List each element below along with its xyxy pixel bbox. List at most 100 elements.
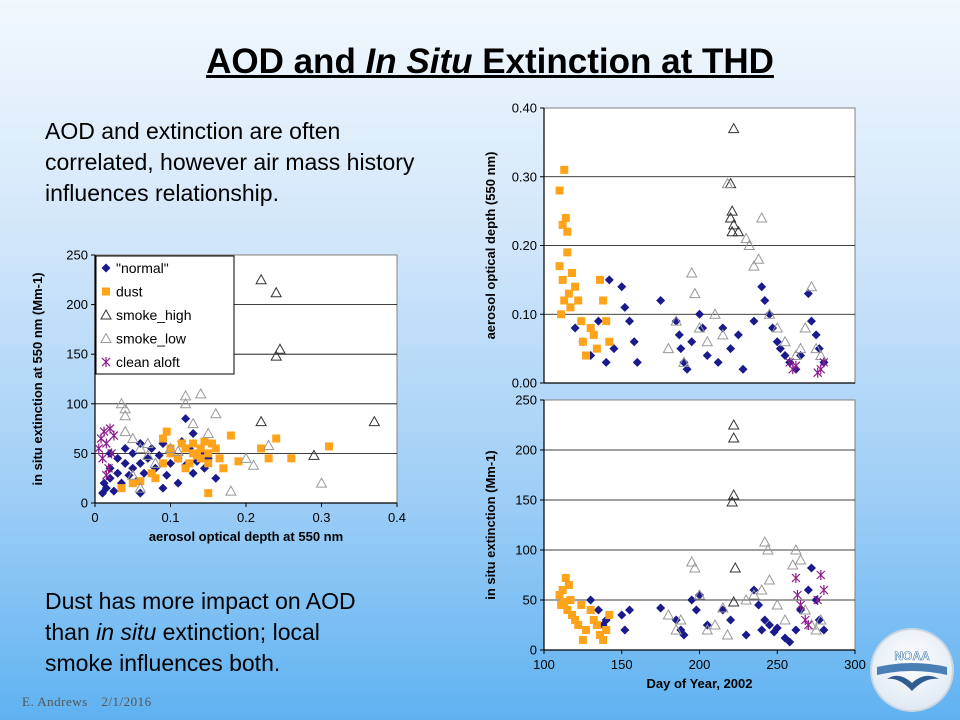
data-point-dust [128, 479, 137, 488]
data-point-smoke-low [202, 427, 215, 439]
data-point-smoke-low [763, 308, 776, 319]
data-point-clean-aloft [813, 367, 823, 378]
data-point-dust [589, 616, 598, 624]
data-point-dust [586, 606, 595, 614]
title-italic: In Situ [365, 42, 473, 81]
data-point-normal [162, 470, 172, 480]
x-tick-label: 0.1 [161, 510, 179, 525]
data-point-smoke-low [709, 308, 721, 319]
data-point-normal [754, 600, 764, 610]
data-point-smoke-low [164, 442, 177, 453]
legend-marker-clean-aloft [101, 357, 111, 367]
data-point-normal [601, 357, 611, 367]
data-point-normal [803, 289, 813, 299]
x-axis-label: Day of Year, 2002 [646, 676, 752, 691]
data-point-smoke-low [743, 239, 756, 250]
data-point-normal [780, 351, 790, 360]
data-point-clean-aloft [94, 443, 104, 454]
data-point-normal [803, 585, 813, 595]
data-point-normal [128, 448, 138, 458]
data-point-smoke-low [688, 287, 701, 299]
x-tick-label: 300 [844, 657, 866, 672]
data-point-clean-aloft [98, 453, 107, 464]
data-point-dust [257, 444, 266, 453]
data-point-dust [151, 474, 160, 483]
data-point-smoke-low [693, 588, 706, 600]
data-point-normal [593, 605, 603, 615]
data-point-smoke-low [247, 459, 260, 470]
data-point-dust [174, 454, 183, 463]
data-point-normal [796, 351, 806, 360]
data-point-dust [181, 444, 190, 453]
data-point-normal [113, 468, 123, 478]
data-point-smoke-low [779, 613, 791, 625]
y-tick-label: 0.10 [512, 307, 537, 322]
data-point-smoke-low [799, 321, 812, 333]
data-point-dust [578, 337, 587, 346]
data-point-smoke-low [794, 553, 807, 565]
data-point-smoke-low [662, 608, 675, 620]
data-point-dust [162, 427, 171, 436]
data-point-smoke-low [187, 417, 199, 429]
data-point-dust [561, 214, 570, 222]
data-point-dust [117, 484, 126, 493]
data-point-smoke-low [763, 573, 776, 585]
data-point-normal [679, 630, 689, 640]
data-point-dust [555, 591, 564, 599]
data-point-dust [136, 477, 145, 486]
data-point-smoke-low [693, 321, 706, 333]
data-points [555, 122, 829, 378]
data-point-dust [226, 431, 235, 440]
noaa-logo-text: NOAA [894, 649, 930, 663]
data-point-normal [785, 637, 795, 647]
data-point-smoke-low [670, 623, 683, 635]
data-point-normal [629, 337, 639, 347]
data-point-smoke-low [716, 601, 729, 613]
data-point-normal [593, 316, 603, 326]
data-point-normal [682, 364, 692, 374]
data-point-dust [200, 437, 209, 446]
data-point-smoke-low [119, 425, 132, 437]
data-point-dust [558, 220, 567, 229]
data-point-normal [749, 316, 759, 326]
footer-date: 2/1/2016 [101, 694, 152, 709]
data-point-dust [605, 337, 614, 346]
data-point-normal [158, 483, 168, 493]
data-point-dust [555, 262, 564, 271]
data-point-clean-aloft [813, 595, 823, 605]
data-point-normal [604, 275, 614, 285]
data-point-dust [196, 444, 205, 453]
data-point-smoke-low [755, 583, 768, 595]
data-point-smoke-high [270, 350, 283, 361]
data-point-smoke-low [119, 409, 132, 421]
data-point-dust [208, 439, 217, 448]
data-point-clean-aloft [816, 570, 826, 580]
data-point-normal [128, 463, 138, 473]
data-point-dust [560, 296, 569, 305]
data-point-clean-aloft [109, 430, 119, 441]
data-point-dust [599, 636, 608, 644]
data-point-normal [811, 330, 821, 340]
y-tick-label: 250 [515, 393, 537, 408]
data-point-dust [595, 275, 604, 284]
data-point-normal [147, 443, 157, 453]
text-block-dust: Dust has more impact on AOD than in situ… [45, 586, 445, 679]
legend-entry-dust: dust [116, 284, 143, 300]
data-point-normal [181, 414, 191, 424]
data-point-smoke-high [729, 561, 742, 573]
data-point-dust [563, 248, 572, 257]
data-point-dust [563, 227, 572, 236]
data-point-smoke-low [126, 469, 139, 480]
data-point-normal [625, 605, 635, 615]
data-point-smoke-low [115, 397, 128, 409]
data-point-smoke-low [779, 335, 791, 347]
data-point-normal [760, 615, 770, 625]
data-point-smoke-low [799, 603, 812, 615]
data-point-smoke-high [308, 449, 320, 460]
data-point-normal [139, 468, 149, 478]
data-point-dust [204, 489, 213, 498]
data-point-smoke-low [126, 432, 139, 444]
data-point-dust [571, 282, 580, 291]
x-axis-label: aerosol optical depth at 550 nm [149, 529, 343, 544]
